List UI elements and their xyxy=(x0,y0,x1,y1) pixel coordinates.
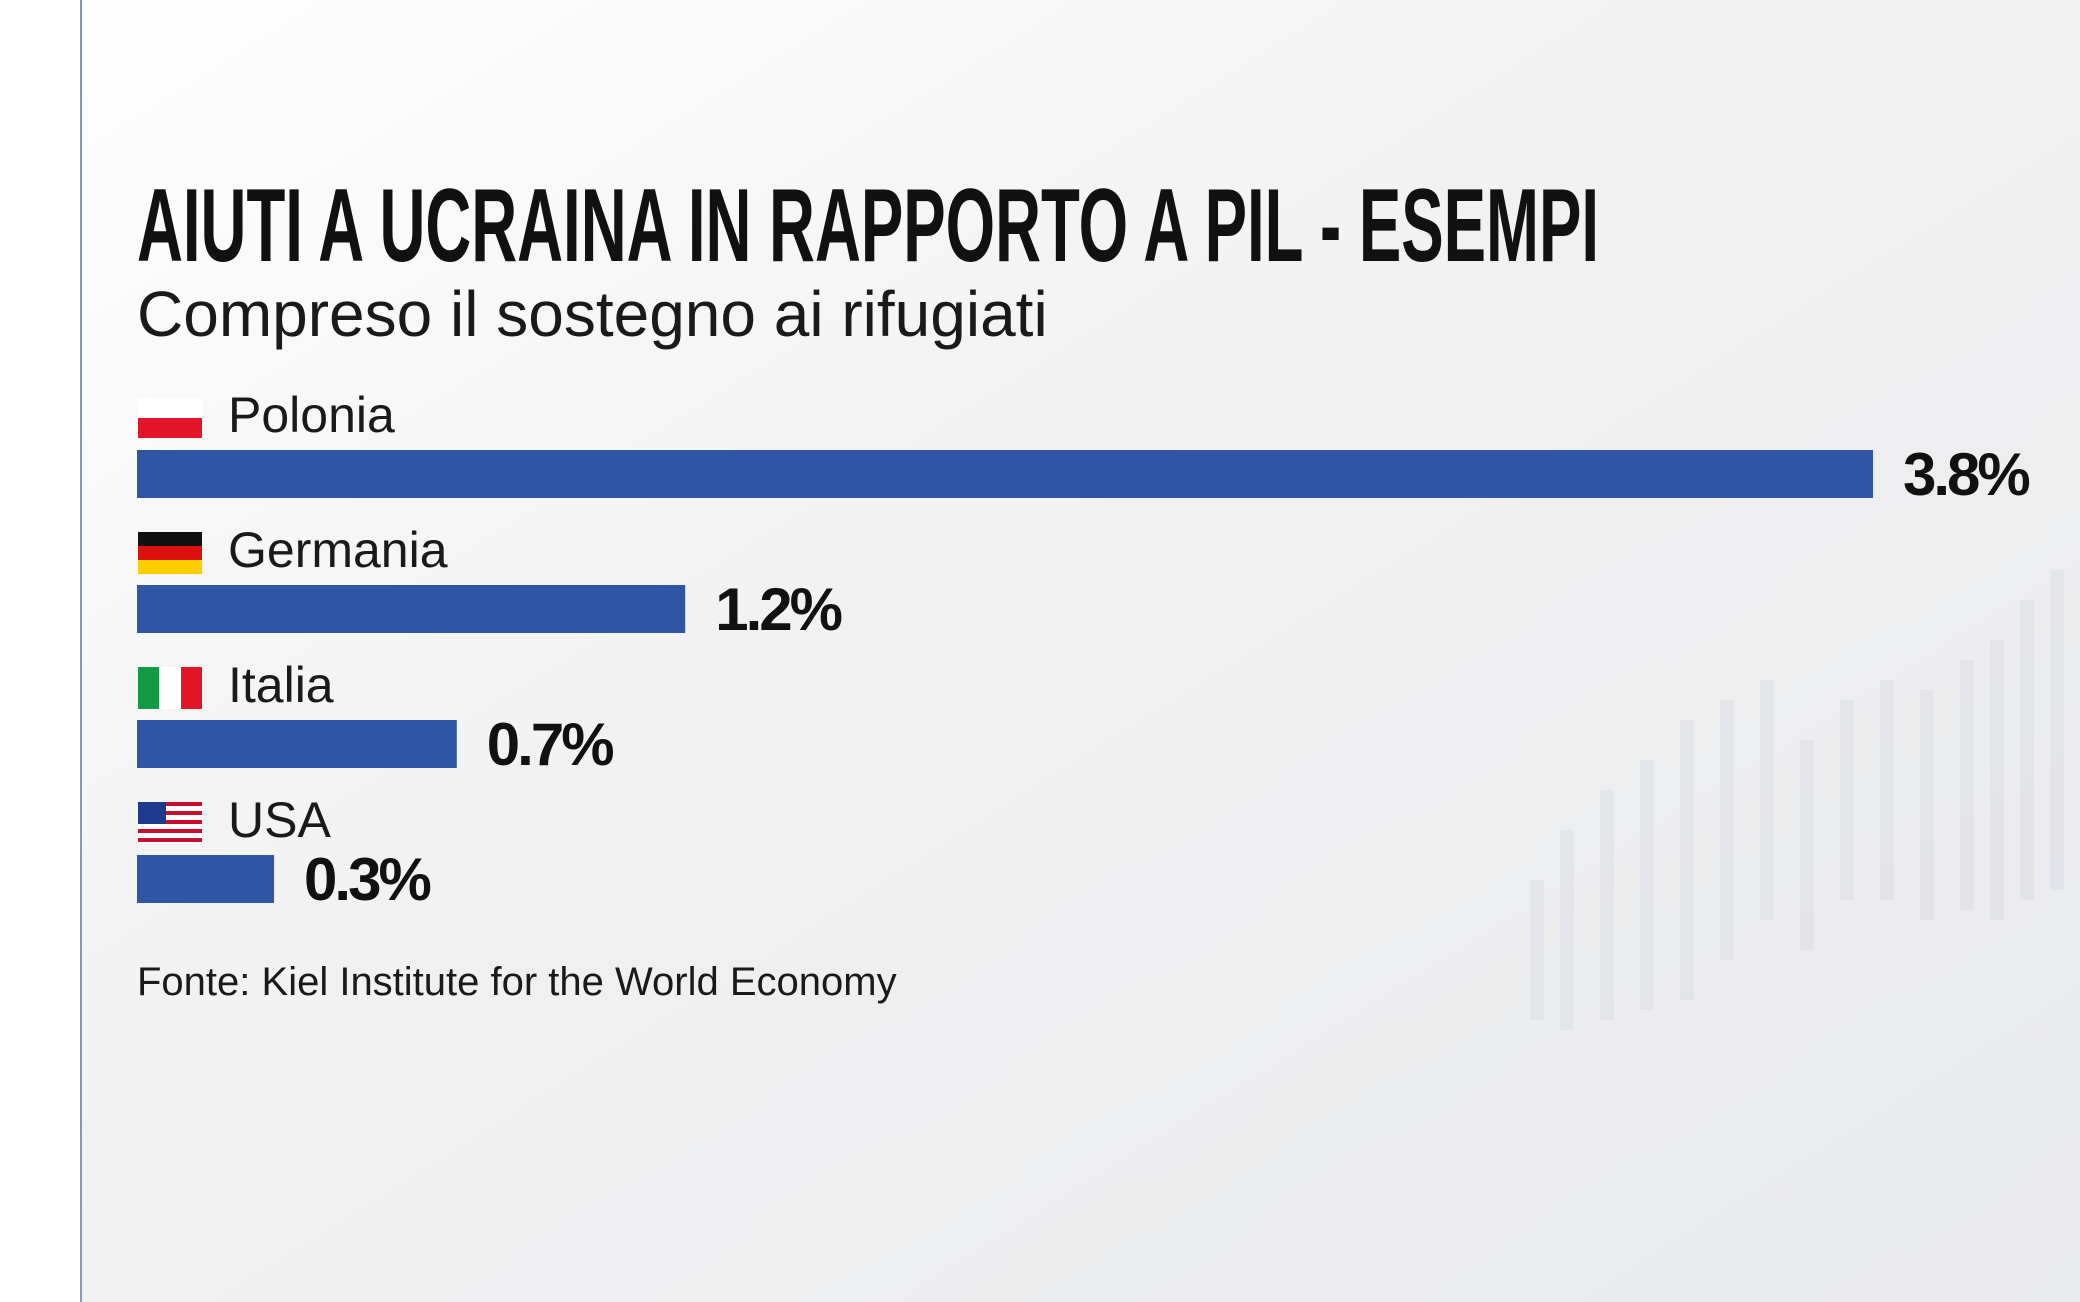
bar xyxy=(137,450,1873,498)
bar xyxy=(137,720,457,768)
value-label: 0.3% xyxy=(304,846,430,913)
value-label: 3.8% xyxy=(1903,441,2029,508)
flag-germany xyxy=(138,532,202,574)
category-label: Italia xyxy=(228,657,334,713)
bar xyxy=(137,855,275,903)
bar xyxy=(137,585,686,633)
category-label: Polonia xyxy=(228,387,395,443)
category-label: USA xyxy=(228,792,331,848)
chart-title: AIUTI A UCRAINA IN RAPPORTO A PIL - ESEM… xyxy=(137,168,1599,284)
flag-poland xyxy=(138,398,202,438)
source-note: Fonte: Kiel Institute for the World Econ… xyxy=(137,960,897,1004)
value-label: 0.7% xyxy=(487,711,613,778)
flag-usa xyxy=(138,802,202,844)
left-margin xyxy=(0,0,80,1302)
category-label: Germania xyxy=(228,522,448,578)
value-label: 1.2% xyxy=(715,576,841,643)
flag-italy xyxy=(138,667,202,709)
chart-subtitle: Compreso il sostegno ai rifugiati xyxy=(137,278,1048,350)
background-decoration xyxy=(1530,570,2064,1030)
